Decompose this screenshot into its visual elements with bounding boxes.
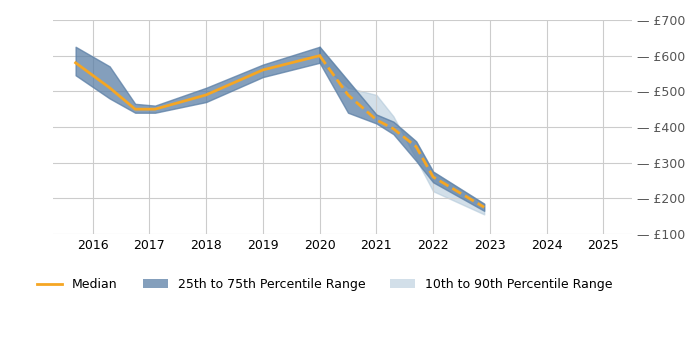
Legend: Median, 25th to 75th Percentile Range, 10th to 90th Percentile Range: Median, 25th to 75th Percentile Range, 1… (32, 273, 618, 296)
